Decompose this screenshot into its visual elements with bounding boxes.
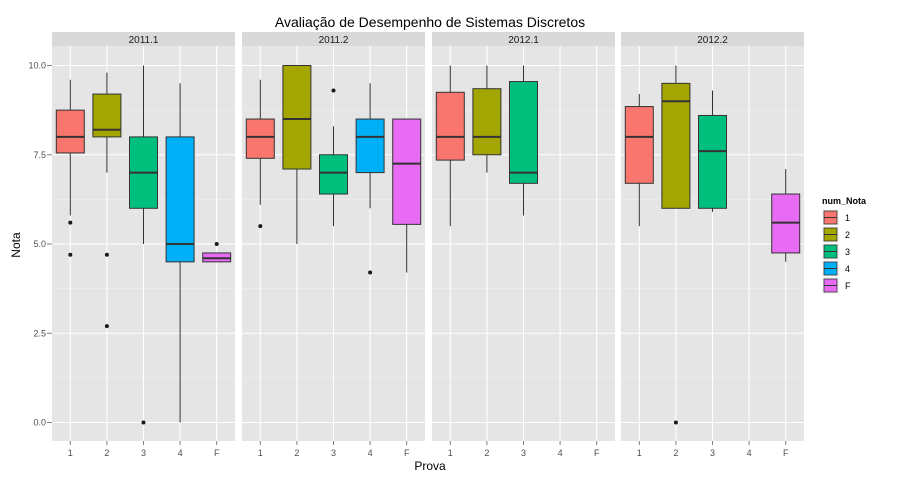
box-2 bbox=[92, 72, 122, 329]
facet-panel: 2012.2 1 2 3 4 F bbox=[621, 32, 804, 458]
x-tick-label: F bbox=[783, 448, 789, 458]
box-2 bbox=[661, 65, 691, 425]
box-3 bbox=[698, 90, 727, 212]
box-3 bbox=[319, 88, 348, 227]
facet-strip-label: 2011.2 bbox=[319, 35, 349, 46]
x-tick-label: 3 bbox=[710, 448, 715, 458]
x-tick-label: F bbox=[214, 448, 220, 458]
box-4 bbox=[355, 83, 385, 275]
outlier-point bbox=[673, 420, 678, 425]
legend-items: 1 2 3 4 F bbox=[821, 208, 851, 295]
x-tick-label: 2 bbox=[104, 448, 109, 458]
box-1 bbox=[435, 65, 465, 227]
x-tick-label: 2 bbox=[294, 448, 299, 458]
legend: num_Nota 1 2 3 4 F bbox=[821, 196, 867, 295]
y-axis: 0.0 2.5 5.0 7.5 10.0 bbox=[28, 61, 52, 428]
legend-item: 3 bbox=[821, 242, 850, 261]
box-iqr bbox=[282, 65, 312, 170]
box-iqr bbox=[435, 91, 465, 161]
facet-strip bbox=[52, 32, 235, 46]
box-iqr bbox=[245, 118, 275, 159]
outlier-point bbox=[258, 224, 263, 229]
box-3 bbox=[509, 65, 538, 216]
x-tick-label: F bbox=[404, 448, 410, 458]
facet-panel: 2011.1 1 2 3 4 F bbox=[52, 32, 235, 458]
x-tick-label: 4 bbox=[368, 448, 373, 458]
outlier-point bbox=[104, 324, 109, 329]
box-2 bbox=[282, 65, 312, 244]
x-tick-label: 2 bbox=[484, 448, 489, 458]
box-1 bbox=[624, 94, 654, 227]
legend-item: 2 bbox=[821, 225, 850, 244]
y-tick-label: 0.0 bbox=[33, 418, 46, 428]
facet-panels: 2011.1 1 2 3 4 F 2011.2 1 2 3 4 F 2012.1 1 2 3 4 F 2012.2 1… bbox=[52, 32, 804, 458]
box-iqr bbox=[355, 118, 385, 174]
y-tick-label: 2.5 bbox=[33, 328, 46, 338]
box-iqr bbox=[392, 118, 422, 225]
x-tick-label: 4 bbox=[558, 448, 563, 458]
facet-strip bbox=[432, 32, 615, 46]
x-tick-label: 1 bbox=[448, 448, 453, 458]
legend-label: 4 bbox=[845, 264, 850, 274]
outlier-point bbox=[368, 270, 373, 275]
legend-label: 2 bbox=[845, 230, 850, 240]
facet-panel: 2012.1 1 2 3 4 F bbox=[432, 32, 615, 458]
y-tick-label: 5.0 bbox=[33, 239, 46, 249]
outlier-point bbox=[331, 88, 336, 93]
box-F bbox=[202, 242, 232, 263]
box-iqr bbox=[509, 81, 538, 184]
legend-item: F bbox=[821, 276, 851, 295]
x-tick-label: 1 bbox=[258, 448, 263, 458]
facet-strip-label: 2012.1 bbox=[508, 35, 539, 46]
legend-title: num_Nota bbox=[822, 196, 867, 206]
outlier-point bbox=[214, 242, 219, 246]
outlier-point bbox=[68, 252, 73, 257]
y-tick-label: 7.5 bbox=[33, 150, 46, 160]
box-iqr bbox=[319, 154, 348, 195]
x-tick-label: 2 bbox=[673, 448, 678, 458]
box-iqr bbox=[55, 109, 85, 154]
x-tick-label: 3 bbox=[141, 448, 146, 458]
facet-panel: 2011.2 1 2 3 4 F bbox=[242, 32, 425, 458]
box-iqr bbox=[165, 136, 195, 263]
x-axis-label: Prova bbox=[414, 459, 446, 473]
outlier-point bbox=[104, 252, 109, 257]
chart-title: Avaliação de Desempenho de Sistemas Disc… bbox=[275, 14, 585, 30]
y-tick-label: 10.0 bbox=[28, 61, 46, 71]
box-iqr bbox=[698, 114, 727, 209]
x-tick-label: 3 bbox=[521, 448, 526, 458]
x-tick-label: 1 bbox=[68, 448, 73, 458]
facet-strip-label: 2011.1 bbox=[129, 35, 159, 46]
y-axis-label: Nota bbox=[9, 232, 23, 258]
box-iqr bbox=[661, 82, 691, 209]
legend-label: 1 bbox=[845, 213, 850, 223]
box-3 bbox=[129, 65, 158, 425]
legend-label: F bbox=[845, 281, 851, 291]
x-tick-label: 4 bbox=[178, 448, 183, 458]
box-iqr bbox=[472, 88, 502, 156]
x-tick-label: 4 bbox=[747, 448, 752, 458]
box-F bbox=[392, 118, 422, 273]
legend-label: 3 bbox=[845, 247, 850, 257]
facet-strip bbox=[621, 32, 804, 46]
x-tick-label: 3 bbox=[331, 448, 336, 458]
box-2 bbox=[472, 65, 502, 173]
box-4 bbox=[165, 83, 195, 423]
box-1 bbox=[55, 79, 85, 257]
facet-strip bbox=[242, 32, 425, 46]
box-1 bbox=[245, 79, 275, 229]
facet-strip-label: 2012.2 bbox=[697, 35, 728, 46]
legend-item: 4 bbox=[821, 259, 850, 278]
legend-item: 1 bbox=[821, 208, 850, 227]
x-tick-label: F bbox=[594, 448, 600, 458]
outlier-point bbox=[141, 420, 146, 425]
x-tick-label: 1 bbox=[637, 448, 642, 458]
outlier-point bbox=[68, 220, 73, 225]
box-F bbox=[771, 169, 801, 262]
box-iqr bbox=[624, 106, 654, 184]
